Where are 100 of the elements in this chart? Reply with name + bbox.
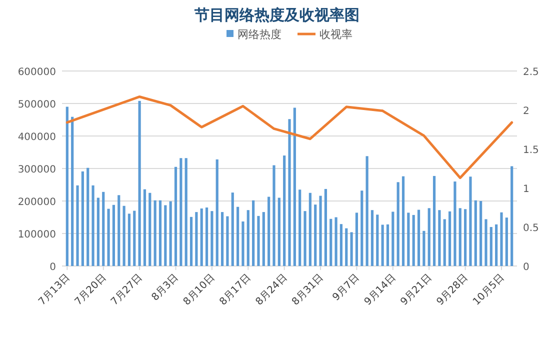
bar [133,210,136,266]
bar [314,204,317,266]
legend-label: 收视率 [320,28,352,41]
bar [154,200,156,266]
bar [386,224,390,266]
x-tick-label: 9月28日 [434,272,470,308]
bar [236,206,240,266]
bar [148,192,152,266]
bar [262,212,265,266]
bar [412,214,415,266]
bar [345,228,348,266]
bar [195,212,198,266]
legend-label: 网络热度 [238,28,282,41]
bar [81,171,84,266]
bar [370,210,374,266]
bar [448,211,452,266]
bar [428,208,430,266]
x-tick-label: 8月24日 [254,272,290,308]
bar [278,198,280,266]
bar [484,219,488,266]
x-tick-label: 10月5日 [471,272,507,308]
bar [360,190,364,266]
bar [143,189,146,266]
bar [422,230,426,266]
y2-tick-label: 2.5 [523,67,539,78]
bar [164,205,167,266]
bar [252,200,255,266]
bar [92,185,94,266]
bar [71,116,74,266]
x-tick-label: 9月7日 [330,272,362,304]
bar [474,200,477,266]
bar [107,208,110,266]
bar [402,176,405,266]
bar [392,212,394,266]
bar [381,224,384,266]
bar [272,165,276,266]
y2-tick-label: 1 [523,184,530,195]
bar [304,211,306,266]
bar [210,211,214,266]
bar [443,219,446,266]
bar [458,208,462,266]
x-tick-label: 8月31日 [290,272,326,308]
x-tick-label: 8月10日 [182,272,218,308]
bar [454,182,456,266]
bar [226,216,229,266]
x-tick-label: 8月17日 [218,272,254,308]
y-tick-label: 400000 [18,132,56,143]
bar [324,188,327,266]
bar [205,208,208,266]
line-series [66,95,514,180]
bar [138,100,141,266]
bar [510,166,514,266]
bar [86,168,90,266]
bar [216,159,218,266]
bar [231,192,234,266]
bar [118,195,120,266]
bar [184,158,188,266]
bar [180,158,182,266]
bar [500,212,503,266]
bar [128,214,131,266]
bar [417,210,420,266]
chart-title: 节目网络热度及收视率图 [194,6,360,24]
bar [257,216,260,266]
bar [464,209,467,266]
bar [66,106,68,266]
bar [469,176,472,266]
bar [102,192,105,266]
bar [112,204,116,266]
bar [76,185,79,266]
y-tick-label: 300000 [18,164,56,176]
bar [283,156,286,266]
y2-tick-label: 1.5 [523,145,539,156]
bar [396,182,400,266]
bar [366,156,368,266]
y2-tick-label: 0 [523,262,530,273]
x-tick-label: 7月20日 [73,272,108,308]
x-tick-label: 8月3日 [150,272,181,304]
bar [242,221,244,266]
bar [246,210,250,266]
bar [350,232,353,266]
bar [268,196,270,266]
bar [432,176,436,266]
bar [158,200,162,266]
y2-tick-label: 2 [523,106,530,117]
x-tick-label: 7月27日 [109,272,145,308]
bar [122,206,126,266]
y-tick-label: 200000 [18,197,56,208]
bar [407,212,410,266]
y-tick-label: 0 [50,262,56,273]
bar [298,190,302,266]
y2-tick-label: 0.5 [523,223,539,234]
x-tick-label: 9月14日 [362,272,398,308]
bar [334,217,338,266]
bar [340,224,343,266]
bar [200,208,203,266]
bar [490,227,492,266]
bar [330,218,332,266]
bar [308,192,312,266]
bar [174,166,178,266]
x-tick-label: 9月21日 [398,272,434,308]
